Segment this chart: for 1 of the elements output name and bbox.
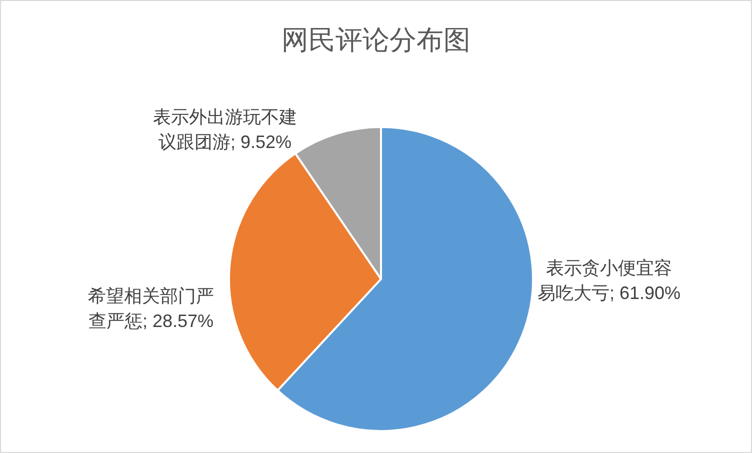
title: 网民评论分布图 [282, 25, 470, 55]
